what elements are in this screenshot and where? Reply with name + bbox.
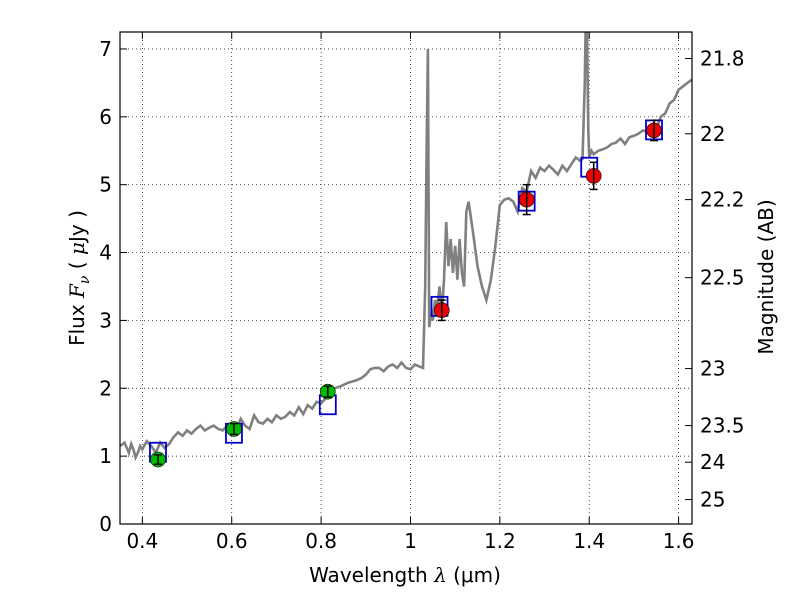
right-tick-label: 24 bbox=[700, 450, 725, 474]
right-tick-label: 25 bbox=[700, 488, 725, 512]
x-axis-title: Wavelength λ (μm) bbox=[309, 563, 501, 587]
x-tick-label: 1 bbox=[404, 529, 417, 553]
right-tick-label: 22.2 bbox=[700, 188, 745, 212]
x-tick-label: 1.2 bbox=[484, 529, 516, 553]
y-tick-label: 5 bbox=[99, 173, 112, 197]
x-tick-label: 1.6 bbox=[663, 529, 695, 553]
x-tick-label: 0.4 bbox=[126, 529, 158, 553]
plot-area bbox=[120, 32, 692, 468]
y-tick-label: 1 bbox=[99, 444, 112, 468]
plot-frame bbox=[119, 31, 693, 525]
y-axis-title: Flux Fν ( μJy ) bbox=[65, 210, 93, 346]
y-tick-label: 4 bbox=[99, 241, 112, 265]
y-tick-label: 0 bbox=[99, 512, 112, 536]
right-tick-label: 23.5 bbox=[700, 414, 745, 438]
right-axis-title: Magnitude (AB) bbox=[754, 199, 778, 354]
x-tick-label: 1.4 bbox=[573, 529, 605, 553]
x-tick-label: 0.6 bbox=[216, 529, 248, 553]
y-tick-label: 6 bbox=[99, 105, 112, 129]
right-tick-label: 23 bbox=[700, 357, 725, 381]
y-tick-label: 7 bbox=[99, 37, 112, 61]
y-tick-label: 3 bbox=[99, 308, 112, 332]
x-tick-label: 0.8 bbox=[305, 529, 337, 553]
right-tick-label: 21.8 bbox=[700, 46, 745, 70]
right-tick-label: 22 bbox=[700, 122, 725, 146]
grid bbox=[120, 32, 692, 525]
y-tick-label: 2 bbox=[99, 376, 112, 400]
right-tick-label: 22.5 bbox=[700, 266, 745, 290]
spectrum-line bbox=[120, 32, 692, 462]
